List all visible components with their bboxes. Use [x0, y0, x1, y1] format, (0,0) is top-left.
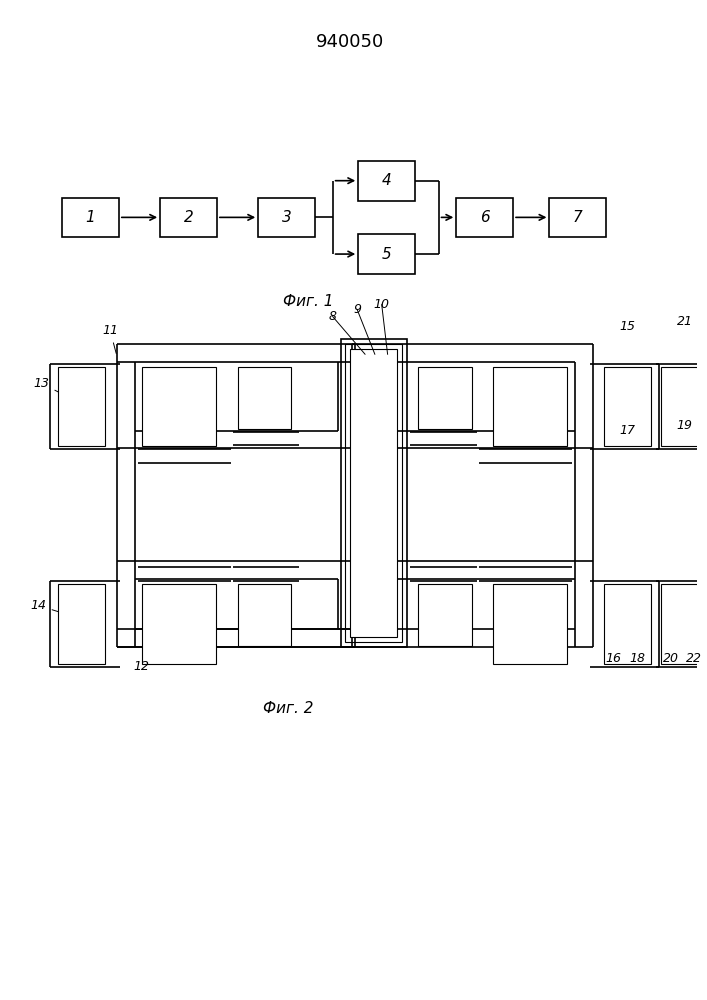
Text: 9: 9	[354, 303, 361, 316]
Text: 19: 19	[677, 419, 693, 432]
Bar	[493, 367, 567, 446]
Bar	[142, 584, 216, 664]
Bar	[351, 349, 397, 637]
Bar	[238, 367, 291, 429]
Text: 14: 14	[30, 599, 64, 613]
Bar	[58, 367, 105, 446]
Text: 3: 3	[281, 210, 291, 225]
Text: 21: 21	[677, 315, 693, 328]
Text: 12: 12	[134, 660, 149, 673]
Text: 940050: 940050	[316, 33, 385, 51]
Bar	[418, 367, 472, 429]
Bar	[346, 344, 402, 642]
Bar	[661, 584, 707, 664]
Bar	[493, 584, 567, 664]
Text: 2: 2	[184, 210, 194, 225]
Text: 6: 6	[480, 210, 489, 225]
Text: 17: 17	[620, 424, 636, 437]
Text: 16: 16	[606, 652, 621, 665]
Text: 20: 20	[662, 652, 679, 665]
Bar	[604, 367, 651, 446]
Text: 18: 18	[629, 652, 645, 665]
Text: Фиг. 2: Фиг. 2	[263, 701, 314, 716]
Text: 7: 7	[573, 210, 583, 225]
Text: Фиг. 1: Фиг. 1	[283, 294, 334, 309]
Bar	[418, 584, 472, 646]
Text: 5: 5	[382, 247, 392, 262]
Bar	[456, 198, 513, 237]
Bar	[142, 367, 216, 446]
Text: 22: 22	[686, 652, 702, 665]
Bar	[358, 161, 415, 201]
Bar	[549, 198, 607, 237]
Bar	[258, 198, 315, 237]
Text: 13: 13	[34, 377, 66, 396]
Text: 1: 1	[86, 210, 95, 225]
Text: 11: 11	[103, 324, 118, 354]
Text: 10: 10	[374, 298, 390, 311]
Bar	[341, 339, 407, 647]
Bar	[160, 198, 217, 237]
Bar	[58, 584, 105, 664]
Bar	[358, 234, 415, 274]
Bar	[661, 367, 707, 446]
Bar	[238, 584, 291, 646]
Text: 8: 8	[329, 310, 337, 323]
Bar	[604, 584, 651, 664]
Text: 15: 15	[620, 320, 636, 333]
Bar	[62, 198, 119, 237]
Text: 4: 4	[382, 173, 392, 188]
